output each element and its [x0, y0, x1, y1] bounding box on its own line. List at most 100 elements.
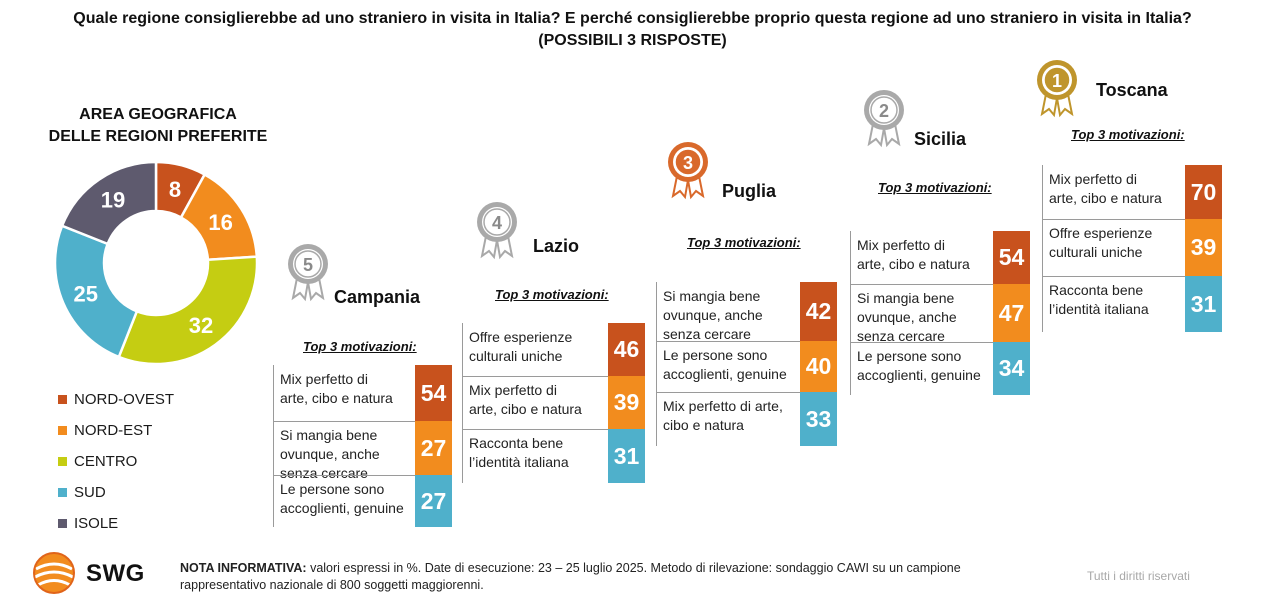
- motivation-value: 40: [800, 341, 837, 392]
- motivation-value: 47: [993, 284, 1030, 342]
- donut-slice-centro: [117, 255, 259, 366]
- donut-chart: 8 16 32 25 19: [53, 160, 259, 366]
- region-name: Sicilia: [914, 129, 967, 149]
- rights-reserved: Tutti i diritti riservati: [1087, 569, 1190, 583]
- row-separator: [656, 341, 800, 342]
- motivations-frame: [273, 365, 274, 527]
- rank-number: 1: [1052, 71, 1062, 91]
- motivation-label-line: arte, cibo e natura: [469, 401, 582, 417]
- motivation-label-line: arte, cibo e natura: [857, 256, 970, 272]
- motivation-row: Offre esperienze culturali uniche 39: [1049, 219, 1222, 276]
- motivation-row: Le persone sono accoglienti, genuine 40: [663, 341, 837, 392]
- motivation-label-line: cibo e natura: [663, 417, 744, 433]
- donut-title: AREA GEOGRAFICA DELLE REGIONI PREFERITE: [40, 104, 276, 148]
- legend-label: NORD-OVEST: [74, 391, 175, 408]
- rank-number: 5: [303, 255, 313, 275]
- legend-item: NORD-OVEST: [58, 384, 174, 415]
- motivation-label: Le persone sono accoglienti, genuine: [857, 342, 993, 395]
- donut-title-line-2: DELLE REGIONI PREFERITE: [48, 128, 268, 145]
- motivation-label-line: Si mangia bene: [857, 290, 955, 306]
- motivation-label-line: ovunque, anche: [280, 446, 380, 462]
- motivation-value: 70: [1185, 165, 1222, 219]
- top3-label: Top 3 motivazioni:: [303, 339, 417, 354]
- motivation-value: 39: [1185, 219, 1222, 276]
- row-separator: [850, 342, 993, 343]
- motivation-value: 39: [608, 376, 645, 429]
- row-separator: [273, 421, 415, 422]
- swg-brand: SWG: [86, 560, 145, 587]
- motivations-frame: [656, 282, 657, 446]
- motivation-row: Le persone sono accoglienti, genuine 27: [280, 475, 452, 527]
- footer-note-label: NOTA INFORMATIVA:: [180, 561, 307, 575]
- donut-value-label: 25: [74, 281, 98, 306]
- donut-value-label: 16: [208, 210, 232, 235]
- motivation-label-line: Mix perfetto di: [280, 371, 368, 387]
- motivation-label-line: accoglienti, genuine: [280, 500, 404, 516]
- motivation-label-line: ovunque, anche: [663, 307, 763, 323]
- donut-slice-isole: [60, 160, 158, 246]
- legend-item: SUD: [58, 477, 174, 508]
- motivation-label-line: Le persone sono: [280, 481, 385, 497]
- motivation-label-line: Offre esperienze: [469, 329, 573, 345]
- motivation-label-line: l’identità italiana: [1049, 301, 1149, 317]
- motivation-label: Mix perfetto di arte, cibo e natura: [469, 376, 608, 429]
- top3-label: Top 3 motivazioni:: [1071, 127, 1185, 142]
- motivation-label: Si mangia bene ovunque, anche senza cercar…: [663, 282, 800, 342]
- motivation-row: Si mangia bene ovunque, anche senza cercar…: [280, 421, 452, 481]
- row-separator: [273, 475, 415, 476]
- motivations-frame: [462, 323, 463, 483]
- motivation-label-line: Racconta bene: [1049, 282, 1144, 298]
- motivation-row: Mix perfetto di arte, cibo e natura 39: [469, 376, 645, 429]
- motivation-row: Si mangia bene ovunque, anche senza cercar…: [857, 284, 1030, 344]
- motivation-row: Mix perfetto di arte, cibo e natura 70: [1049, 165, 1222, 219]
- motivation-value: 34: [993, 342, 1030, 395]
- footer-note: NOTA INFORMATIVA: valori espressi in %. …: [180, 560, 1010, 594]
- top3-label: Top 3 motivazioni:: [687, 235, 801, 250]
- footer-note-text: valori espressi in %. Date di esecuzione…: [180, 561, 961, 592]
- donut-slice-sud: [53, 224, 139, 359]
- rank-number: 2: [879, 101, 889, 121]
- rank-number: 3: [683, 153, 693, 173]
- motivation-label: Racconta bene l’identità italiana: [469, 429, 608, 483]
- motivation-label-line: culturali uniche: [1049, 244, 1143, 260]
- legend-swatch: [58, 395, 67, 404]
- motivation-label: Mix perfetto di arte, cibo e natura: [857, 231, 993, 284]
- motivation-label-line: Si mangia bene: [663, 288, 761, 304]
- motivation-row: Mix perfetto di arte, cibo e natura 33: [663, 392, 837, 446]
- motivation-label-line: Mix perfetto di arte,: [663, 398, 783, 414]
- legend-label: NORD-EST: [74, 422, 153, 439]
- motivation-row: Racconta bene l’identità italiana 31: [469, 429, 645, 483]
- row-separator: [1042, 276, 1185, 277]
- motivation-label-line: Mix perfetto di: [1049, 171, 1137, 187]
- motivation-label-line: Mix perfetto di: [857, 237, 945, 253]
- motivation-label: Mix perfetto di arte, cibo e natura: [280, 365, 415, 421]
- donut-value-label: 32: [189, 313, 213, 338]
- rank-1-medal-icon: 1: [1037, 60, 1077, 118]
- motivation-value: 46: [608, 323, 645, 376]
- motivation-label: Si mangia bene ovunque, anche senza cercar…: [280, 421, 415, 481]
- donut-value-label: 8: [169, 177, 181, 202]
- page-title: Quale regione consiglierebbe ad uno stra…: [0, 8, 1265, 52]
- motivation-label: Mix perfetto di arte, cibo e natura: [663, 392, 800, 446]
- motivation-label-line: senza cercare: [857, 328, 945, 344]
- donut-title-line-1: AREA GEOGRAFICA: [79, 106, 237, 123]
- motivation-label-line: accoglienti, genuine: [857, 367, 981, 383]
- motivation-label-line: ovunque, anche: [857, 309, 957, 325]
- top3-label: Top 3 motivazioni:: [495, 287, 609, 302]
- row-separator: [462, 376, 608, 377]
- motivation-label-line: culturali uniche: [469, 348, 563, 364]
- region-name: Puglia: [722, 181, 777, 201]
- rank-5-medal-icon: 5: [288, 244, 328, 302]
- rank-number: 4: [492, 213, 502, 233]
- motivation-value: 54: [993, 231, 1030, 284]
- motivation-label: Le persone sono accoglienti, genuine: [280, 475, 415, 527]
- top3-label: Top 3 motivazioni:: [878, 180, 992, 195]
- rank-2-medal-icon: 2: [864, 90, 904, 148]
- motivation-label-line: Racconta bene: [469, 435, 564, 451]
- motivation-value: 33: [800, 392, 837, 446]
- legend-swatch: [58, 488, 67, 497]
- motivation-label: Offre esperienze culturali uniche: [1049, 219, 1185, 276]
- motivation-label-line: arte, cibo e natura: [280, 390, 393, 406]
- motivation-row: Mix perfetto di arte, cibo e natura 54: [857, 231, 1030, 284]
- rank-3-medal-icon: 3: [668, 142, 708, 200]
